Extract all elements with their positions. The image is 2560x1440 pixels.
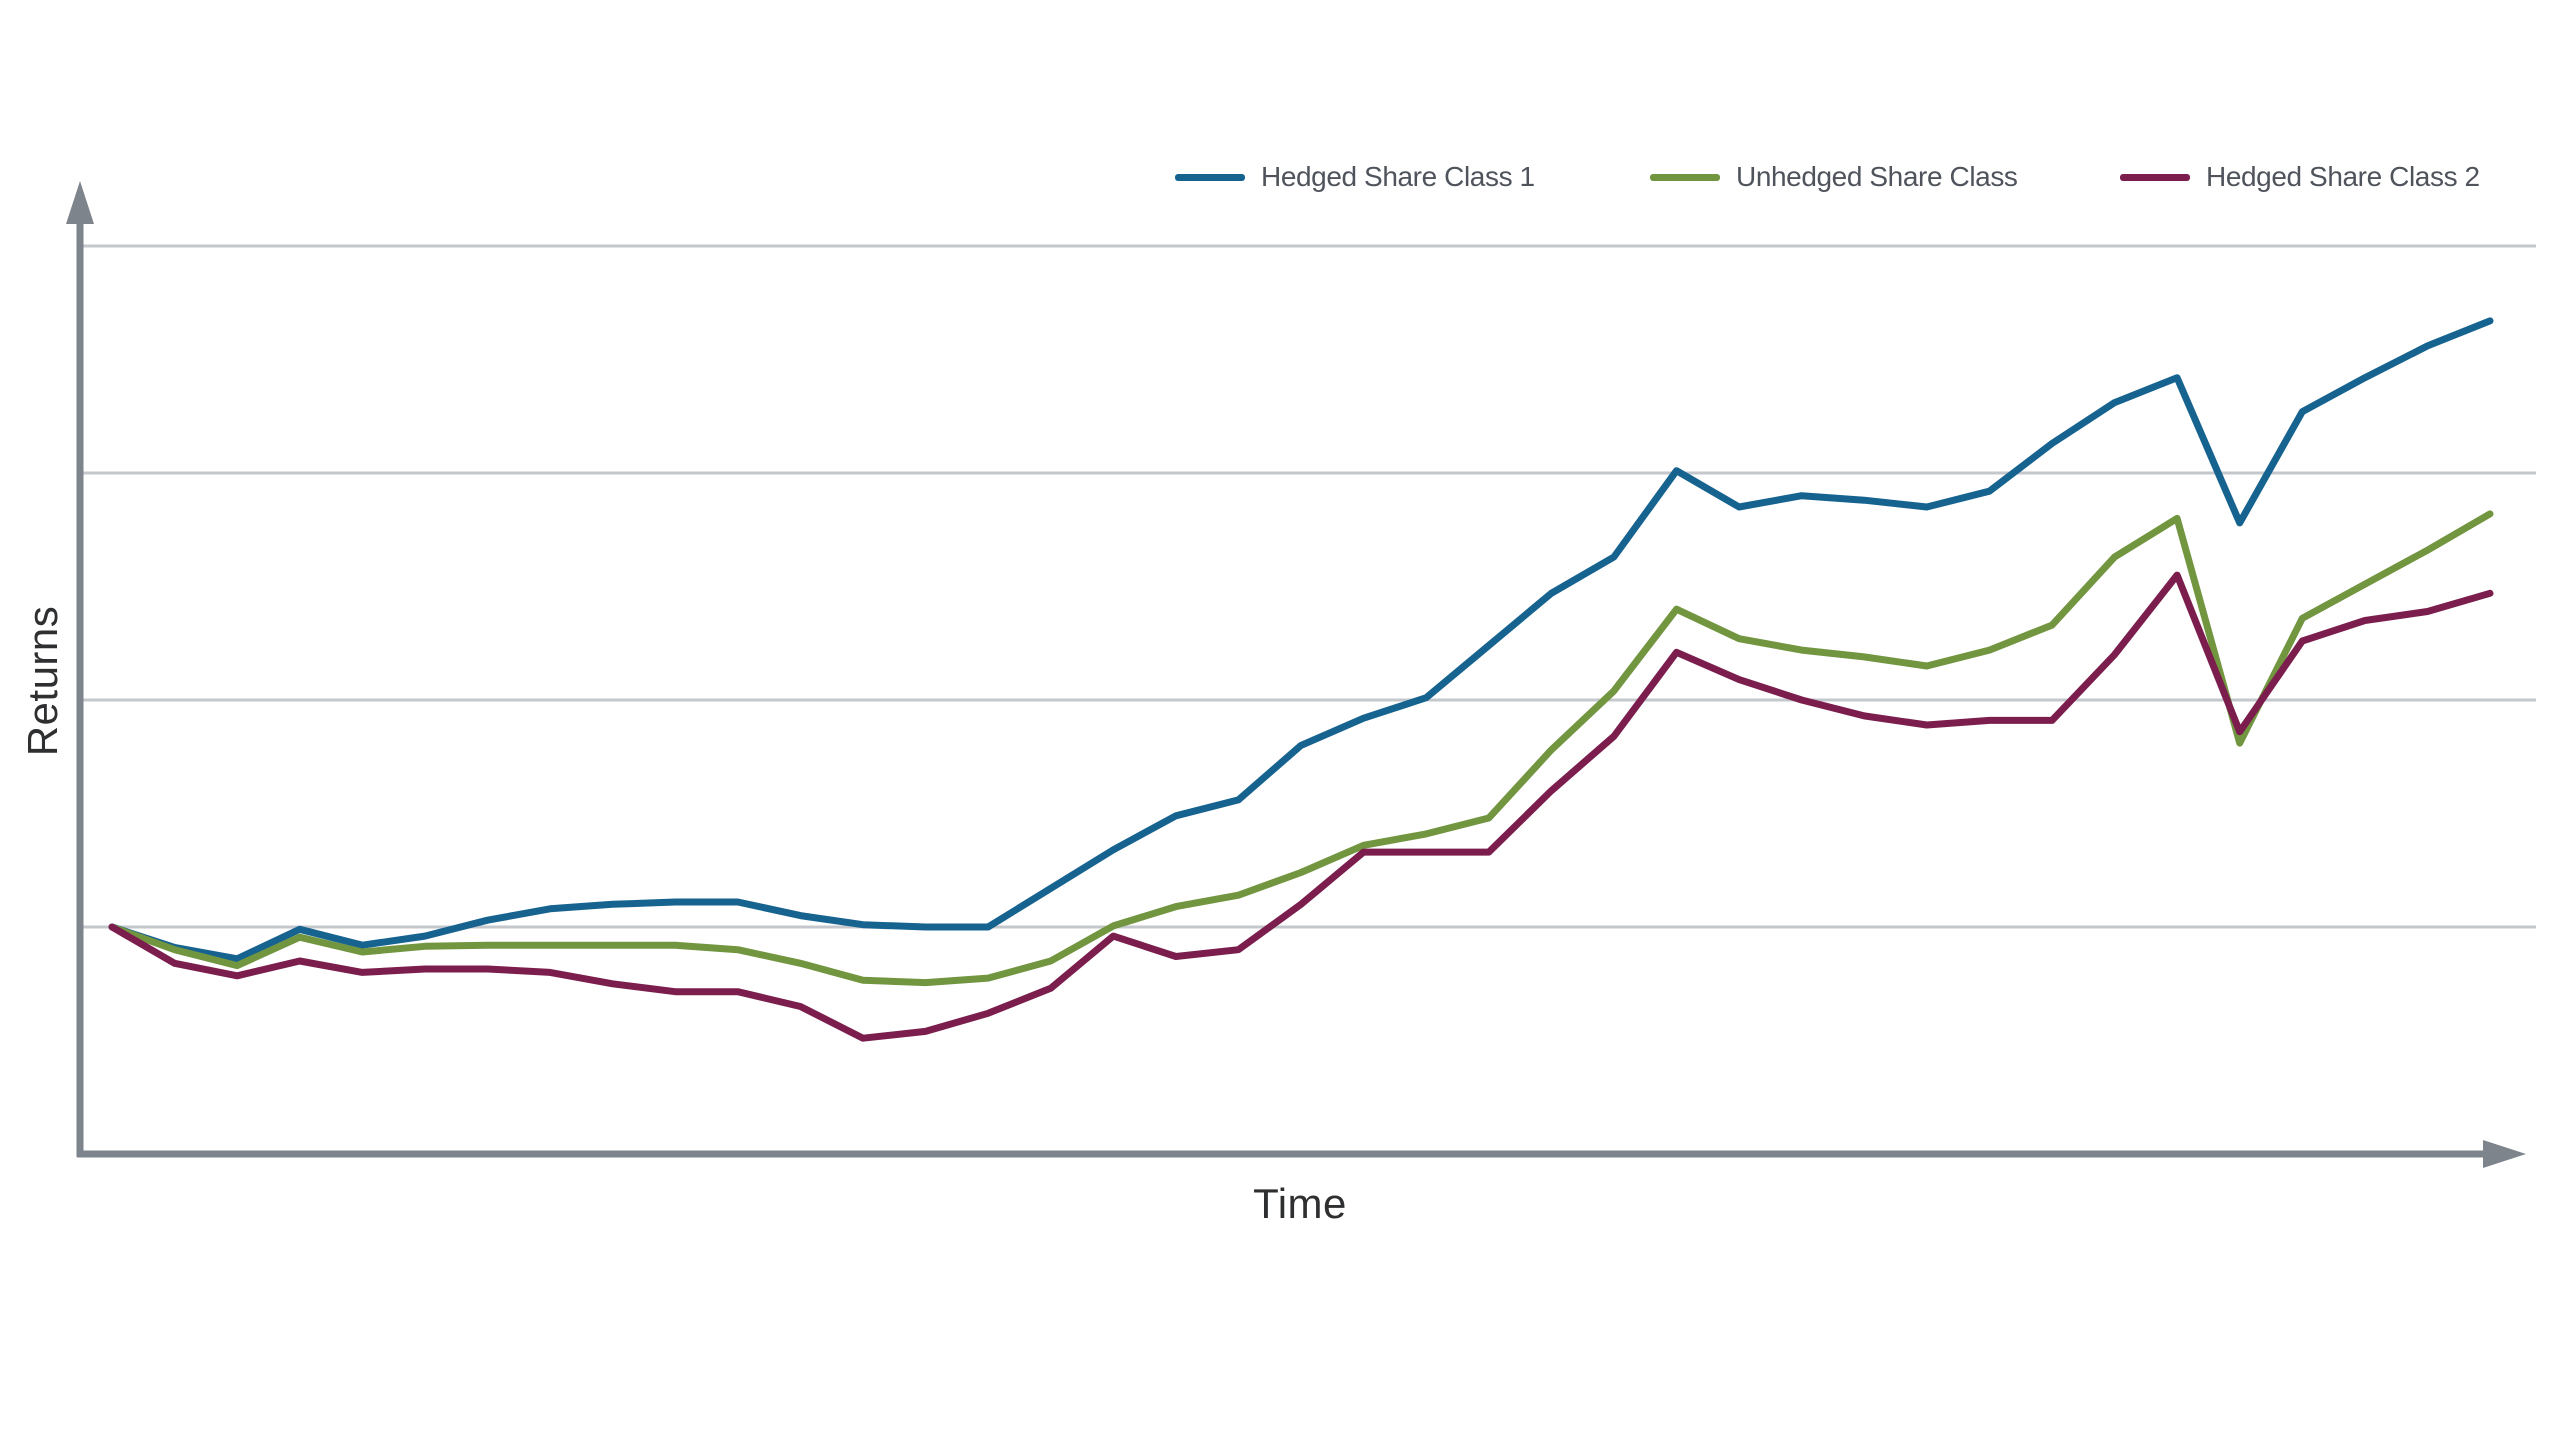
legend-swatch-icon (2120, 173, 2190, 181)
legend-item-hedged-share-class-1: Hedged Share Class 1 (1175, 160, 1535, 194)
legend-swatch-icon (1650, 173, 1720, 181)
x-axis-title: Time (1253, 1180, 1347, 1227)
series-line-hedged-share-class-2 (108, 571, 2494, 1042)
x-axis-arrow-icon (2483, 1140, 2526, 1168)
legend-swatch-icon (1175, 173, 1245, 181)
legend-item-unhedged-share-class: Unhedged Share Class (1650, 160, 2018, 194)
series-line-hedged-share-class-1 (108, 317, 2494, 963)
series-line-unhedged-share-class (108, 510, 2494, 987)
y-axis-arrow-icon (66, 181, 94, 224)
legend-label: Hedged Share Class 2 (2206, 161, 2480, 192)
legend-label: Unhedged Share Class (1736, 161, 2018, 192)
gridlines (83, 244, 2536, 929)
axes (66, 181, 2526, 1168)
y-axis-title: Returns (19, 605, 66, 757)
legend-item-hedged-share-class-2: Hedged Share Class 2 (2120, 160, 2480, 194)
legend-label: Hedged Share Class 1 (1261, 161, 1535, 192)
series-lines (108, 317, 2494, 1042)
